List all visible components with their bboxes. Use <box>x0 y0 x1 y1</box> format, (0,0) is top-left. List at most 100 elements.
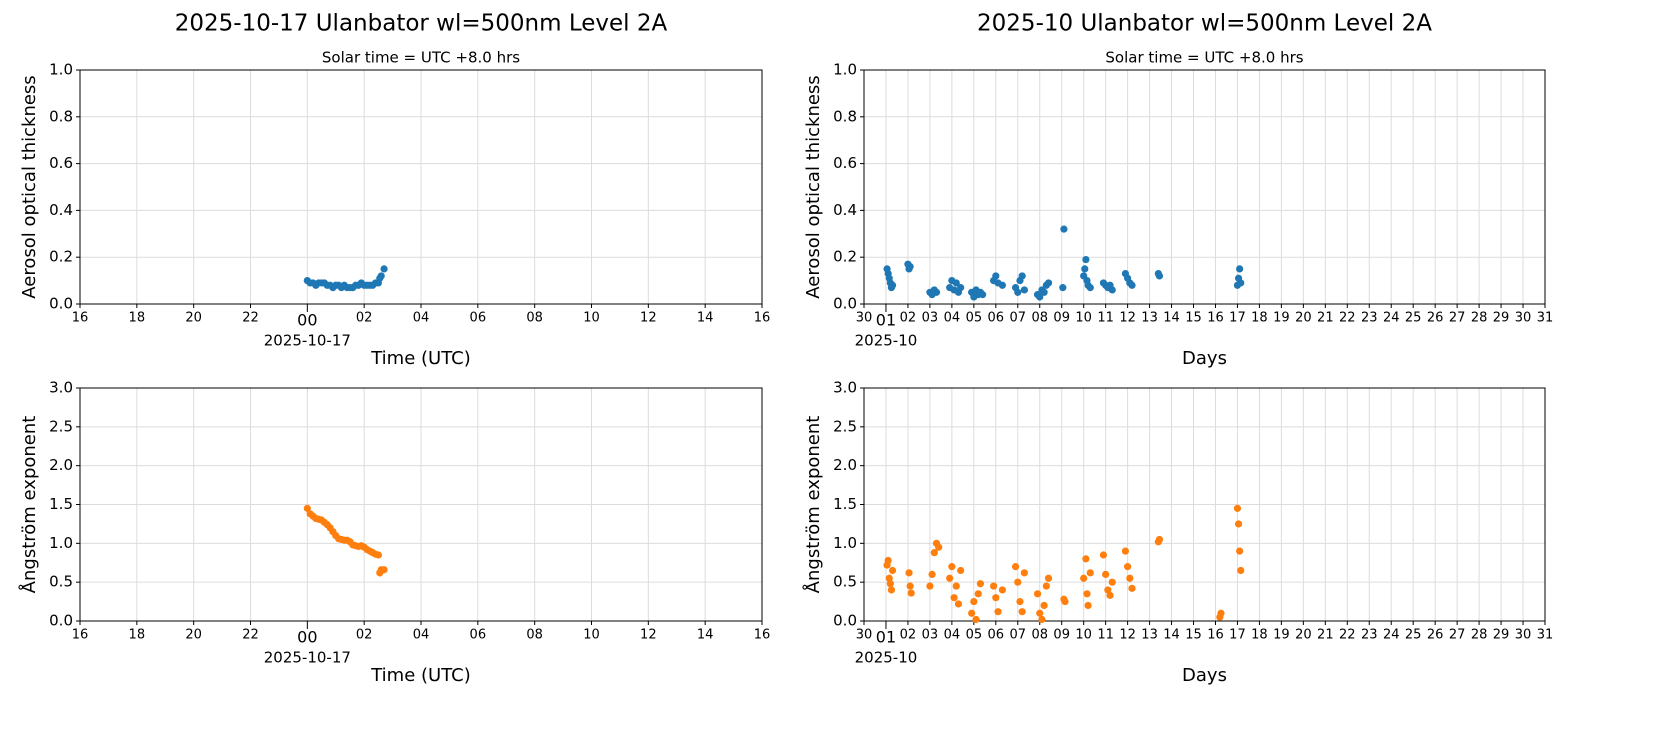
point <box>1108 578 1116 586</box>
y-tick-label: 0.5 <box>833 573 857 591</box>
point <box>1236 265 1244 273</box>
x-tick-label: 15 <box>1185 628 1202 643</box>
x-offset-label: 2025-10 <box>855 649 918 667</box>
y-tick-label: 1.0 <box>49 534 73 552</box>
y-tick-label: 3.0 <box>833 379 857 397</box>
x-tick-label: 07 <box>1010 628 1027 643</box>
y-axis-label: Aerosol optical thickness <box>803 75 824 298</box>
x-tick-label: 08 <box>1031 311 1048 326</box>
point <box>374 551 382 559</box>
x-tick-label: 30 <box>1515 628 1532 643</box>
x-tick-label: 21 <box>1317 628 1334 643</box>
x-offset-label: 2025-10 <box>855 332 918 350</box>
point <box>1086 569 1094 577</box>
plot-frame <box>79 69 763 305</box>
point <box>992 272 1000 280</box>
point <box>1044 574 1053 582</box>
x-tick-label: 10 <box>583 628 600 643</box>
x-tick-label: 30 <box>1515 311 1532 326</box>
point <box>950 594 958 602</box>
x-tick-label: 31 <box>1537 311 1554 326</box>
x-tick-label: 30 <box>856 628 873 643</box>
x-tick-label: 18 <box>129 311 146 326</box>
point <box>1236 547 1244 555</box>
x-tick-label: 01 <box>876 311 896 330</box>
point <box>1121 547 1130 555</box>
x-tick-label: 10 <box>1075 628 1092 643</box>
x-tick-label: 22 <box>242 628 259 643</box>
chart-subtitle: Solar time = UTC +8.0 hrs <box>322 49 520 67</box>
x-tick-label: 23 <box>1361 311 1378 326</box>
y-tick-label: 1.5 <box>833 495 857 513</box>
x-tick-label: 14 <box>1163 311 1180 326</box>
point <box>1020 286 1028 294</box>
y-tick-label: 0.2 <box>49 248 73 266</box>
x-tick-label: 04 <box>944 311 961 326</box>
y-tick-label: 0.8 <box>49 107 73 125</box>
point <box>1018 272 1026 280</box>
point <box>906 582 914 590</box>
plot-frame <box>863 387 1546 622</box>
point <box>888 566 897 575</box>
point <box>1237 566 1245 575</box>
x-tick-label: 19 <box>1273 311 1290 326</box>
point <box>1040 288 1048 296</box>
x-tick-label: 17 <box>1229 628 1246 643</box>
x-tick-label: 00 <box>297 628 317 647</box>
point <box>990 582 998 590</box>
point <box>957 284 965 292</box>
x-tick-label: 24 <box>1383 311 1400 326</box>
x-tick-label: 01 <box>876 628 896 647</box>
x-axis-label: Days <box>1182 665 1227 686</box>
y-axis-label: Aerosol optical thickness <box>19 75 40 298</box>
x-tick-label: 22 <box>1339 628 1356 643</box>
x-tick-label: 28 <box>1471 311 1488 326</box>
x-axis-label: Time (UTC) <box>370 665 471 686</box>
x-tick-label: 30 <box>856 311 873 326</box>
point <box>885 574 893 582</box>
point <box>1036 609 1044 617</box>
point <box>970 597 978 606</box>
point <box>972 615 980 624</box>
x-tick-label: 14 <box>697 311 714 326</box>
x-tick-label: 08 <box>1031 628 1048 643</box>
point <box>1237 279 1245 287</box>
x-tick-label: 16 <box>72 628 89 643</box>
x-tick-label: 04 <box>413 311 430 326</box>
y-tick-label: 0.0 <box>833 295 857 313</box>
point <box>887 586 896 594</box>
point <box>998 281 1006 289</box>
point <box>1014 578 1022 586</box>
x-tick-label: 02 <box>900 311 917 326</box>
x-tick-label: 10 <box>1075 311 1092 326</box>
x-tick-label: 05 <box>966 628 983 643</box>
point <box>380 566 388 574</box>
x-tick-label: 22 <box>242 311 259 326</box>
y-tick-label: 1.0 <box>49 61 73 79</box>
point <box>1038 615 1046 624</box>
point <box>926 582 934 590</box>
point <box>1080 574 1088 582</box>
point <box>1059 284 1067 292</box>
x-offset-label: 2025-10-17 <box>264 649 351 667</box>
x-tick-label: 08 <box>526 311 543 326</box>
x-tick-label: 09 <box>1053 311 1070 326</box>
point <box>979 291 987 299</box>
point <box>968 609 976 617</box>
point <box>932 288 941 296</box>
y-tick-label: 3.0 <box>49 379 73 397</box>
x-tick-label: 09 <box>1053 628 1070 643</box>
point <box>954 600 963 608</box>
x-tick-label: 16 <box>72 311 89 326</box>
y-tick-label: 0.6 <box>833 154 857 172</box>
x-tick-label: 17 <box>1229 311 1246 326</box>
x-tick-label: 16 <box>1207 628 1224 643</box>
y-tick-label: 0.0 <box>833 612 857 630</box>
x-tick-label: 03 <box>922 628 939 643</box>
point <box>1083 590 1091 598</box>
x-tick-label: 14 <box>1163 628 1180 643</box>
x-tick-label: 06 <box>470 311 487 326</box>
point <box>957 566 965 575</box>
point <box>1081 265 1089 273</box>
point <box>1082 255 1090 264</box>
